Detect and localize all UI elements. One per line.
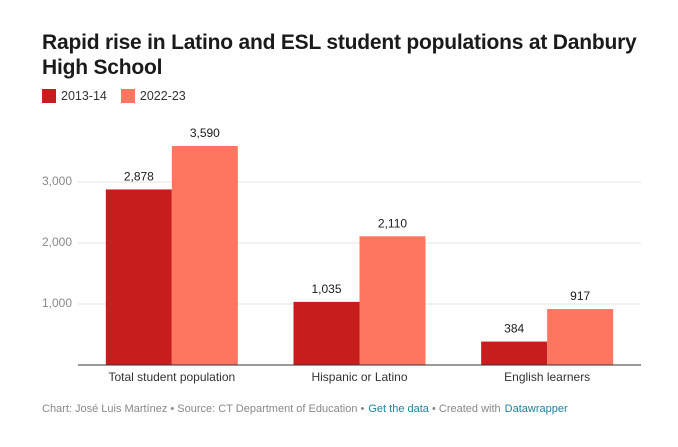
x-tick-label: English learners — [504, 370, 590, 384]
legend-item: 2013-14 — [42, 89, 107, 103]
credit: Chart: José Luis Martínez • Source: CT D… — [42, 403, 365, 415]
value-label: 2,878 — [124, 170, 154, 184]
legend-swatch — [120, 89, 135, 103]
value-label: 917 — [570, 289, 590, 303]
legend-label: 2022-23 — [139, 89, 186, 103]
chart-title: Rapid rise in Latino and ESL student pop… — [42, 31, 637, 79]
x-tick-label: Total student population — [108, 370, 235, 384]
y-tick-label: 1,000 — [42, 296, 72, 310]
bar — [547, 309, 614, 365]
bar — [105, 189, 172, 365]
value-label: 2,110 — [378, 216, 407, 230]
y-tick-label: 2,000 — [42, 235, 72, 249]
credit: • Created with — [431, 403, 501, 415]
bar — [293, 301, 360, 365]
legend-swatch — [42, 89, 56, 103]
footer: Chart: José Luis Martínez • Source: CT D… — [42, 403, 568, 415]
value-label: 3,590 — [190, 126, 220, 140]
datawrapper-link[interactable]: Datawrapper — [504, 403, 568, 415]
y-tick-label: 3,000 — [42, 174, 72, 188]
legend-label: 2013-14 — [61, 89, 107, 103]
value-label: 384 — [504, 322, 524, 336]
x-tick-label: Hispanic or Latino — [311, 370, 407, 384]
legend: 2013-14 2022-23 — [42, 89, 186, 103]
data-link[interactable]: Get the data — [368, 403, 429, 415]
legend-item: 2022-23 — [120, 89, 186, 103]
bar — [171, 146, 238, 365]
bar — [481, 341, 548, 365]
bar — [359, 236, 426, 365]
value-label: 1,035 — [311, 282, 341, 296]
